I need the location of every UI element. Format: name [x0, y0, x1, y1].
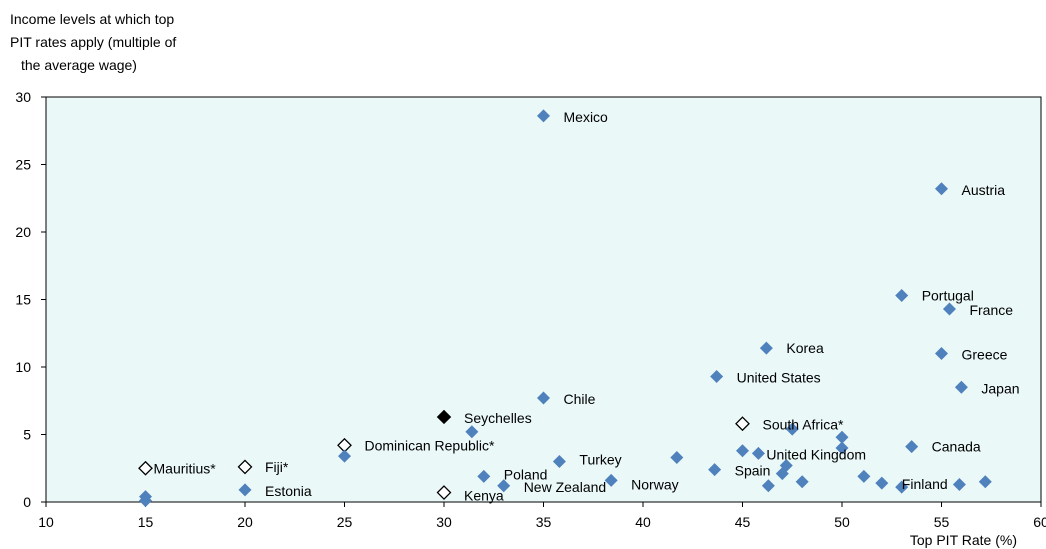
y-tick-label: 5	[23, 427, 31, 443]
data-point-marker	[604, 473, 618, 487]
point-label: Kenya	[464, 488, 504, 504]
point-label: Dominican Republic*	[365, 437, 496, 453]
y-axis-title-line-3: the average wage)	[21, 57, 137, 73]
point-label: France	[969, 302, 1013, 318]
data-point-marker	[710, 369, 724, 383]
x-tick-label: 45	[735, 514, 751, 530]
point-label: Spain	[735, 463, 771, 479]
point-label: Austria	[962, 182, 1006, 198]
point-label: South Africa*	[763, 417, 844, 433]
point-label: Fiji*	[265, 459, 289, 475]
data-point-marker	[895, 480, 909, 494]
data-point-marker	[795, 475, 809, 489]
data-point-marker	[952, 477, 966, 491]
y-tick-label: 20	[15, 224, 31, 240]
y-axis-title-line-1: Income levels at which top	[10, 11, 174, 27]
x-tick-label: 35	[536, 514, 552, 530]
data-point-marker	[338, 449, 351, 463]
point-label: Greece	[962, 347, 1008, 363]
data-point-marker	[775, 467, 789, 481]
data-point-marker	[708, 463, 722, 477]
data-point-marker	[835, 441, 849, 455]
x-tick-label: 20	[237, 514, 253, 530]
data-point-marker	[978, 475, 992, 489]
data-point-marker	[942, 302, 956, 316]
data-point-marker	[139, 494, 152, 508]
point-label: Korea	[786, 340, 824, 356]
data-point-marker	[436, 409, 452, 425]
data-point-marker	[875, 476, 889, 490]
x-tick-label: 60	[1033, 514, 1046, 530]
data-points	[138, 109, 992, 508]
data-point-marker	[835, 430, 849, 444]
point-label: Mauritius*	[154, 460, 217, 476]
data-point-marker	[761, 479, 775, 493]
x-tick-label: 40	[635, 514, 651, 530]
point-label: Chile	[564, 391, 596, 407]
data-point-marker	[537, 109, 550, 123]
data-point-marker	[138, 460, 153, 476]
axis-ticks: 10 15 20 25 30 35 40 45 50 55 60 0 5 10 15 20 25 30	[15, 89, 1046, 530]
data-point-marker	[735, 416, 750, 432]
plot-area	[45, 96, 1042, 503]
data-point-marker	[238, 483, 252, 497]
y-axis-title: Income levels at which top PIT rates app…	[10, 11, 176, 73]
point-label: Finland	[902, 476, 948, 492]
x-tick-label: 10	[38, 514, 54, 530]
point-label: Norway	[631, 476, 678, 492]
data-point-marker	[954, 380, 968, 394]
point-label: New Zealand	[524, 479, 607, 495]
point-label: Mexico	[564, 109, 609, 125]
data-point-marker	[895, 288, 909, 302]
data-point-marker	[436, 485, 452, 500]
x-axis-title: Top PIT Rate (%)	[910, 532, 1017, 548]
y-tick-label: 0	[23, 494, 31, 510]
data-point-marker	[857, 469, 871, 483]
x-tick-label: 15	[138, 514, 154, 530]
y-axis-title-line-2: PIT rates apply (multiple of	[10, 34, 176, 50]
data-point-marker	[237, 459, 253, 475]
point-label: United Kingdom	[766, 446, 866, 462]
point-label: Canada	[932, 439, 981, 455]
y-tick-label: 30	[15, 89, 31, 105]
y-tick-label: 10	[15, 359, 31, 375]
data-point-marker	[935, 347, 948, 360]
point-label: United States	[737, 369, 821, 385]
data-point-marker	[537, 391, 550, 405]
y-tick-label: 15	[15, 292, 31, 308]
data-point-marker	[905, 440, 919, 454]
x-tick-label: 55	[934, 514, 950, 530]
data-point-marker	[670, 450, 684, 464]
data-point-marker	[759, 341, 773, 355]
point-label: Seychelles	[464, 410, 532, 426]
data-point-marker	[497, 479, 511, 493]
data-point-marker	[751, 446, 765, 460]
point-label: Turkey	[579, 452, 621, 468]
x-tick-label: 30	[436, 514, 452, 530]
x-tick-label: 50	[834, 514, 850, 530]
point-label: Japan	[981, 380, 1019, 396]
point-label: Estonia	[265, 483, 312, 499]
data-point-marker	[736, 444, 749, 458]
data-point-marker	[785, 422, 799, 436]
data-point-marker	[552, 455, 566, 468]
data-point-marker	[465, 425, 479, 439]
point-label: Portugal	[922, 287, 974, 303]
data-point-marker	[477, 469, 491, 483]
x-tick-label: 25	[337, 514, 353, 530]
data-point-marker	[935, 182, 948, 196]
point-label: Poland	[504, 466, 548, 482]
y-tick-label: 25	[15, 157, 31, 173]
